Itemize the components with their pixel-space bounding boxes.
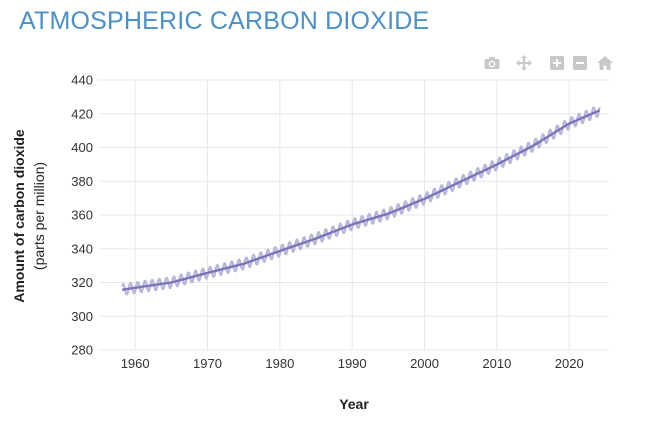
y-tick-label: 280 bbox=[71, 343, 93, 358]
x-tick-label: 1990 bbox=[338, 356, 367, 371]
x-axis: 1960 1970 1980 1990 2000 2010 2020 bbox=[121, 356, 584, 371]
page-title: ATMOSPHERIC CARBON DIOXIDE bbox=[19, 7, 430, 35]
plot-area bbox=[121, 106, 601, 296]
series-line-trend bbox=[121, 109, 601, 291]
series-line-monthly bbox=[121, 106, 601, 296]
zoom-in-button[interactable] bbox=[548, 54, 566, 72]
y-axis-subtitle: (parts per million) bbox=[31, 162, 47, 270]
y-tick-label: 320 bbox=[71, 275, 93, 290]
camera-icon bbox=[484, 57, 500, 69]
chart-toolbar bbox=[480, 54, 616, 72]
y-tick-label: 440 bbox=[71, 73, 93, 88]
grid-lines bbox=[99, 79, 609, 351]
y-tick-label: 380 bbox=[71, 174, 93, 189]
x-tick-label: 1970 bbox=[193, 356, 222, 371]
y-tick-label: 300 bbox=[71, 309, 93, 324]
y-tick-label: 400 bbox=[71, 140, 93, 155]
x-tick-label: 2010 bbox=[482, 356, 511, 371]
reset-axes-button[interactable] bbox=[596, 54, 614, 72]
zoom-out-button[interactable] bbox=[571, 54, 589, 72]
x-tick-label: 2000 bbox=[410, 356, 439, 371]
x-tick-label: 1960 bbox=[121, 356, 150, 371]
x-tick-label: 2020 bbox=[555, 356, 584, 371]
download-plot-button[interactable] bbox=[483, 54, 501, 72]
zoom-in-icon bbox=[550, 56, 564, 70]
x-axis-title: Year bbox=[339, 396, 369, 412]
zoom-out-icon bbox=[573, 56, 587, 70]
pan-icon bbox=[516, 55, 532, 71]
y-axis-title: Amount of carbon dioxide bbox=[11, 129, 27, 303]
x-tick-label: 1980 bbox=[265, 356, 294, 371]
y-axis: 280 300 320 340 360 380 400 420 440 bbox=[71, 73, 93, 358]
y-tick-label: 360 bbox=[71, 208, 93, 223]
pan-button[interactable] bbox=[515, 54, 533, 72]
y-tick-label: 420 bbox=[71, 106, 93, 121]
home-icon bbox=[597, 56, 613, 70]
y-tick-label: 340 bbox=[71, 241, 93, 256]
